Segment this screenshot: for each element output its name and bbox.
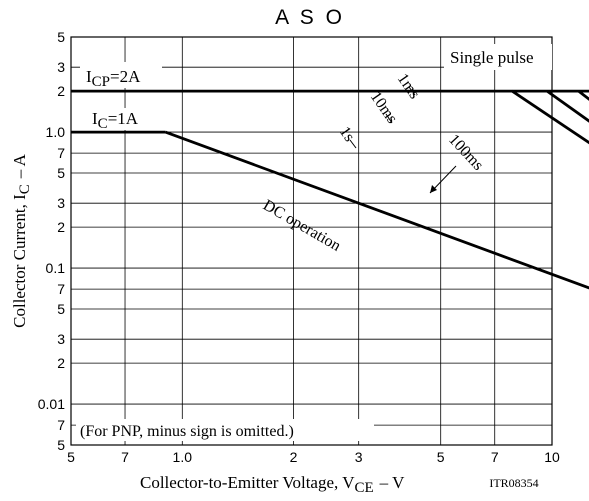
y-tick-label: 5 — [57, 301, 65, 317]
pnp-note: (For PNP, minus sign is omitted.) — [80, 423, 294, 440]
icp-label: ICP=2A — [86, 67, 141, 90]
ic-label-box — [86, 108, 156, 130]
note-box — [76, 419, 374, 441]
label-dc-operation: DC operation — [260, 197, 344, 255]
chart-title: A S O — [275, 6, 345, 29]
leader-10ms — [385, 113, 393, 124]
single-pulse-label: Single pulse — [450, 48, 534, 67]
y-tick-label: 7 — [57, 145, 65, 161]
pulse-label-box — [444, 44, 552, 70]
arrow-100ms-head — [430, 185, 437, 193]
y-tick-label: 2 — [57, 83, 65, 99]
ic-label: IC=1A — [92, 109, 139, 132]
x-tick-labels: 571.02357102357100 — [67, 449, 560, 465]
y-tick-label: 2 — [57, 355, 65, 371]
y-tick-label: 2 — [57, 219, 65, 235]
y-tick-label: 5 — [57, 165, 65, 181]
grid-lines — [71, 37, 552, 445]
x-tick-label: 10 — [544, 449, 560, 465]
y-tick-label: 5 — [57, 29, 65, 45]
x-tick-label: 5 — [67, 449, 75, 465]
x-axis-label: Collector-to-Emitter Voltage, VCE – V — [140, 473, 405, 496]
y-tick-label: 0.01 — [38, 396, 65, 412]
y-tick-label: 1.0 — [46, 124, 66, 140]
series-line-dc-operation — [164, 130, 589, 290]
y-tick-label: 3 — [57, 331, 65, 347]
leader-1s — [349, 139, 357, 149]
label-1s: 1s — [336, 124, 358, 145]
label-100ms: 100ms — [445, 131, 487, 174]
plot-frame — [70, 36, 553, 446]
label-leaders — [349, 86, 457, 194]
y-tick-label: 5 — [57, 437, 65, 453]
y-tick-label: 7 — [57, 281, 65, 297]
y-tick-label: 3 — [57, 59, 65, 75]
x-tick-label: 5 — [437, 449, 445, 465]
x-tick-label: 7 — [121, 449, 129, 465]
y-tick-label: 0.1 — [46, 260, 66, 276]
x-tick-label: 7 — [491, 449, 499, 465]
y-tick-label: 3 — [57, 195, 65, 211]
part-code: ITR08354 — [489, 476, 538, 490]
x-tick-label: 2 — [290, 449, 298, 465]
y-tick-labels: 5 3 2 1.0 7 5 3 2 0.1 7 5 3 2 0.01 7 5 — [38, 29, 65, 453]
y-axis-label: Collector Current, IC– A — [10, 153, 33, 327]
series-line-1s — [511, 89, 589, 145]
y-tick-label: 7 — [57, 417, 65, 433]
label-10ms: 10ms — [367, 89, 401, 127]
x-tick-label: 1.0 — [173, 449, 193, 465]
label-1ms: 1ms — [394, 71, 423, 103]
leader-1ms — [408, 86, 416, 96]
icp-label-box — [80, 62, 162, 88]
x-tick-label: 3 — [355, 449, 363, 465]
series-lines — [71, 89, 589, 290]
